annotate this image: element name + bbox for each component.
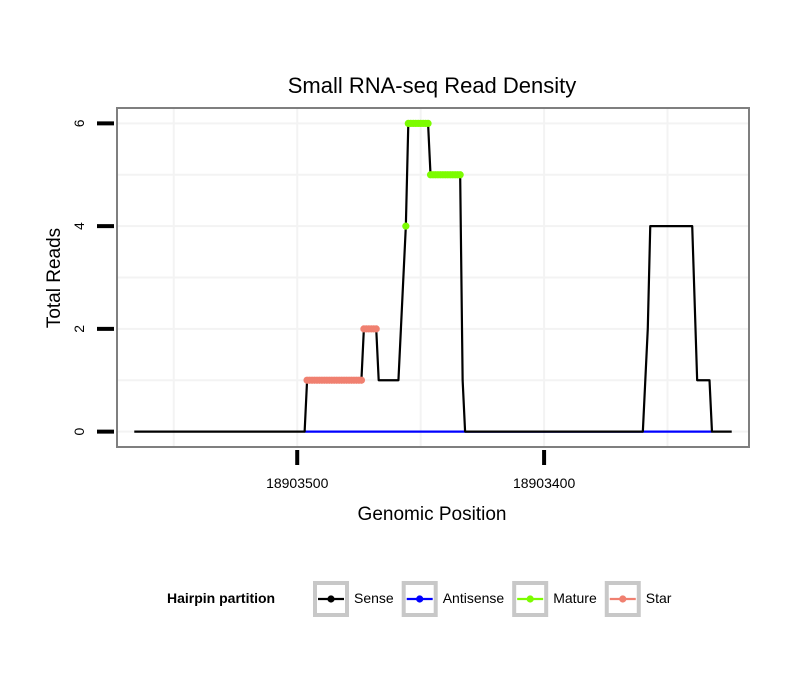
legend-key-marker — [327, 595, 335, 603]
data-point-mature — [424, 119, 432, 128]
series-line-sense — [134, 122, 732, 433]
legend-label: Mature — [553, 590, 597, 606]
y-tick-label: 2 — [71, 325, 87, 333]
legend-item-sense: Sense — [313, 581, 394, 617]
x-tick-label: 18903400 — [513, 475, 576, 491]
legend-items: Sense Antisense Mature Star — [313, 581, 672, 617]
legend-key-marker — [416, 595, 424, 603]
series-mature — [402, 119, 464, 230]
legend-item-star: Star — [604, 581, 672, 617]
legend-item-mature: Mature — [512, 581, 597, 617]
data-point-star — [357, 376, 366, 384]
legend-key-marker — [526, 595, 534, 603]
y-axis-label: Total Reads — [44, 228, 65, 328]
legend-title: Hairpin partition — [167, 590, 275, 606]
data-point-mature — [456, 171, 464, 179]
x-axis-label: Genomic Position — [358, 504, 507, 525]
legend-key-marker — [619, 595, 627, 603]
data-point-star — [372, 325, 380, 333]
series-layer — [134, 119, 732, 433]
y-tick-label: 6 — [71, 119, 87, 127]
axes: 18903500 18903400 0 2 4 6 — [71, 119, 575, 491]
series-sense — [134, 122, 732, 433]
legend-label: Sense — [354, 590, 394, 606]
chart-title: Small RNA-seq Read Density — [288, 73, 577, 98]
legend: Hairpin partition Sense Antisense Mature St… — [167, 581, 672, 617]
data-point-mature — [402, 222, 410, 230]
legend-label: Antisense — [443, 590, 505, 606]
x-tick-label: 18903500 — [266, 475, 329, 491]
y-tick-label: 0 — [71, 427, 87, 435]
legend-label: Star — [646, 590, 672, 606]
legend-item-antisense: Antisense — [401, 581, 505, 617]
series-star — [303, 325, 380, 384]
y-tick-label: 4 — [71, 222, 87, 230]
